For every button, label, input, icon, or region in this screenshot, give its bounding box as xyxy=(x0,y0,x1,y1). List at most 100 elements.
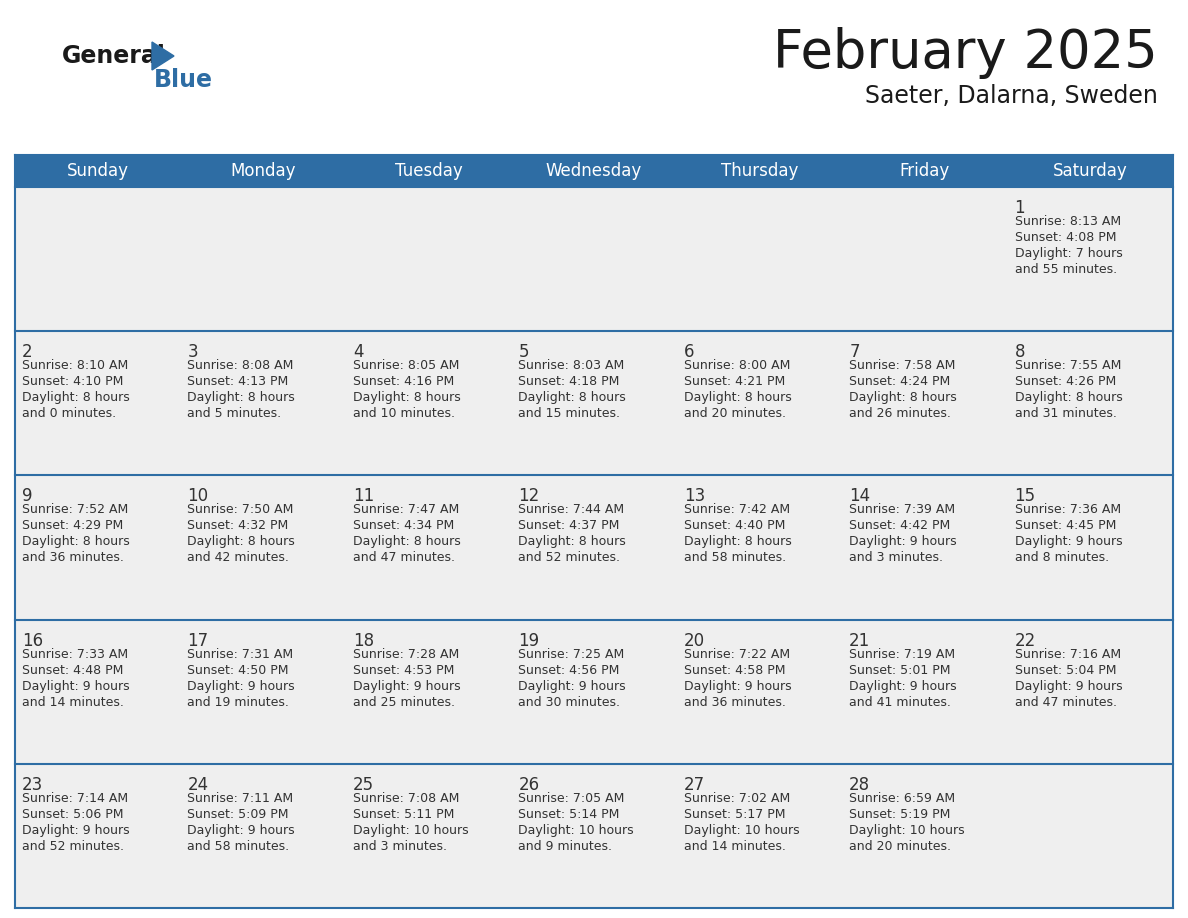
Bar xyxy=(1007,476,1173,620)
Text: Sunset: 4:37 PM: Sunset: 4:37 PM xyxy=(518,520,620,532)
Text: Daylight: 9 hours: Daylight: 9 hours xyxy=(23,679,129,692)
Text: 12: 12 xyxy=(518,487,539,506)
Text: Daylight: 9 hours: Daylight: 9 hours xyxy=(684,679,791,692)
Text: and 14 minutes.: and 14 minutes. xyxy=(23,696,124,709)
Text: and 9 minutes.: and 9 minutes. xyxy=(518,840,612,853)
Bar xyxy=(842,331,1007,476)
Text: Sunrise: 7:08 AM: Sunrise: 7:08 AM xyxy=(353,792,460,805)
Bar xyxy=(15,155,1173,187)
Bar xyxy=(1007,764,1173,908)
Text: Sunset: 4:50 PM: Sunset: 4:50 PM xyxy=(188,664,289,677)
Text: and 36 minutes.: and 36 minutes. xyxy=(23,552,124,565)
Text: and 3 minutes.: and 3 minutes. xyxy=(353,840,447,853)
Text: Sunrise: 8:03 AM: Sunrise: 8:03 AM xyxy=(518,359,625,372)
Text: Daylight: 8 hours: Daylight: 8 hours xyxy=(353,391,461,404)
Bar xyxy=(346,187,511,331)
Text: Saeter, Dalarna, Sweden: Saeter, Dalarna, Sweden xyxy=(865,84,1158,108)
Text: 5: 5 xyxy=(518,343,529,361)
Text: Sunrise: 6:59 AM: Sunrise: 6:59 AM xyxy=(849,792,955,805)
Text: Sunrise: 7:47 AM: Sunrise: 7:47 AM xyxy=(353,503,459,517)
Bar xyxy=(842,620,1007,764)
Bar xyxy=(346,620,511,764)
Bar xyxy=(15,620,181,764)
Text: 22: 22 xyxy=(1015,632,1036,650)
Text: 8: 8 xyxy=(1015,343,1025,361)
Text: General: General xyxy=(62,44,166,68)
Text: Saturday: Saturday xyxy=(1053,162,1127,180)
Text: Sunrise: 7:31 AM: Sunrise: 7:31 AM xyxy=(188,647,293,661)
Text: Daylight: 10 hours: Daylight: 10 hours xyxy=(849,823,965,837)
Text: Daylight: 9 hours: Daylight: 9 hours xyxy=(849,679,956,692)
Text: Sunset: 4:32 PM: Sunset: 4:32 PM xyxy=(188,520,289,532)
Text: 17: 17 xyxy=(188,632,209,650)
Text: Sunset: 4:26 PM: Sunset: 4:26 PM xyxy=(1015,375,1116,388)
Bar xyxy=(511,620,677,764)
Text: Sunset: 4:42 PM: Sunset: 4:42 PM xyxy=(849,520,950,532)
Bar xyxy=(1007,187,1173,331)
Text: and 41 minutes.: and 41 minutes. xyxy=(849,696,952,709)
Text: and 55 minutes.: and 55 minutes. xyxy=(1015,263,1117,276)
Text: and 36 minutes.: and 36 minutes. xyxy=(684,696,785,709)
Bar xyxy=(346,331,511,476)
Text: 6: 6 xyxy=(684,343,694,361)
Text: Friday: Friday xyxy=(899,162,950,180)
Text: Sunrise: 7:22 AM: Sunrise: 7:22 AM xyxy=(684,647,790,661)
Text: 3: 3 xyxy=(188,343,198,361)
Text: Sunrise: 7:05 AM: Sunrise: 7:05 AM xyxy=(518,792,625,805)
Text: 13: 13 xyxy=(684,487,704,506)
Bar xyxy=(346,764,511,908)
Bar xyxy=(511,331,677,476)
Text: 20: 20 xyxy=(684,632,704,650)
Text: 27: 27 xyxy=(684,776,704,794)
Text: and 14 minutes.: and 14 minutes. xyxy=(684,840,785,853)
Text: Daylight: 9 hours: Daylight: 9 hours xyxy=(1015,679,1123,692)
Text: Sunday: Sunday xyxy=(67,162,128,180)
Text: and 30 minutes.: and 30 minutes. xyxy=(518,696,620,709)
Text: Daylight: 8 hours: Daylight: 8 hours xyxy=(518,535,626,548)
Text: Sunrise: 7:19 AM: Sunrise: 7:19 AM xyxy=(849,647,955,661)
Text: Sunset: 5:19 PM: Sunset: 5:19 PM xyxy=(849,808,950,821)
Text: Daylight: 9 hours: Daylight: 9 hours xyxy=(353,679,461,692)
Text: Daylight: 10 hours: Daylight: 10 hours xyxy=(684,823,800,837)
Text: Sunrise: 7:28 AM: Sunrise: 7:28 AM xyxy=(353,647,459,661)
Text: Sunrise: 8:08 AM: Sunrise: 8:08 AM xyxy=(188,359,293,372)
Bar xyxy=(677,476,842,620)
Text: and 5 minutes.: and 5 minutes. xyxy=(188,408,282,420)
Text: Sunset: 5:17 PM: Sunset: 5:17 PM xyxy=(684,808,785,821)
Text: and 3 minutes.: and 3 minutes. xyxy=(849,552,943,565)
Text: 2: 2 xyxy=(23,343,32,361)
Text: February 2025: February 2025 xyxy=(773,27,1158,79)
Text: Daylight: 8 hours: Daylight: 8 hours xyxy=(188,391,295,404)
Text: Daylight: 8 hours: Daylight: 8 hours xyxy=(23,391,129,404)
Text: and 20 minutes.: and 20 minutes. xyxy=(684,408,785,420)
Text: Sunrise: 7:25 AM: Sunrise: 7:25 AM xyxy=(518,647,625,661)
Text: 26: 26 xyxy=(518,776,539,794)
Bar xyxy=(181,764,346,908)
Text: Sunrise: 7:44 AM: Sunrise: 7:44 AM xyxy=(518,503,625,517)
Text: Sunrise: 7:02 AM: Sunrise: 7:02 AM xyxy=(684,792,790,805)
Text: Sunrise: 7:14 AM: Sunrise: 7:14 AM xyxy=(23,792,128,805)
Bar xyxy=(1007,620,1173,764)
Bar xyxy=(842,187,1007,331)
Bar xyxy=(15,187,181,331)
Text: and 10 minutes.: and 10 minutes. xyxy=(353,408,455,420)
Text: 15: 15 xyxy=(1015,487,1036,506)
Bar xyxy=(181,620,346,764)
Text: 24: 24 xyxy=(188,776,209,794)
Text: 28: 28 xyxy=(849,776,871,794)
Text: and 15 minutes.: and 15 minutes. xyxy=(518,408,620,420)
Text: Sunrise: 7:36 AM: Sunrise: 7:36 AM xyxy=(1015,503,1120,517)
Bar xyxy=(15,476,181,620)
Text: Sunset: 4:16 PM: Sunset: 4:16 PM xyxy=(353,375,454,388)
Text: and 58 minutes.: and 58 minutes. xyxy=(188,840,290,853)
Text: 18: 18 xyxy=(353,632,374,650)
Text: and 19 minutes.: and 19 minutes. xyxy=(188,696,290,709)
Bar xyxy=(346,476,511,620)
Text: 4: 4 xyxy=(353,343,364,361)
Bar xyxy=(677,764,842,908)
Text: Daylight: 9 hours: Daylight: 9 hours xyxy=(849,535,956,548)
Bar xyxy=(181,187,346,331)
Text: Sunset: 4:48 PM: Sunset: 4:48 PM xyxy=(23,664,124,677)
Text: Monday: Monday xyxy=(230,162,296,180)
Text: 1: 1 xyxy=(1015,199,1025,217)
